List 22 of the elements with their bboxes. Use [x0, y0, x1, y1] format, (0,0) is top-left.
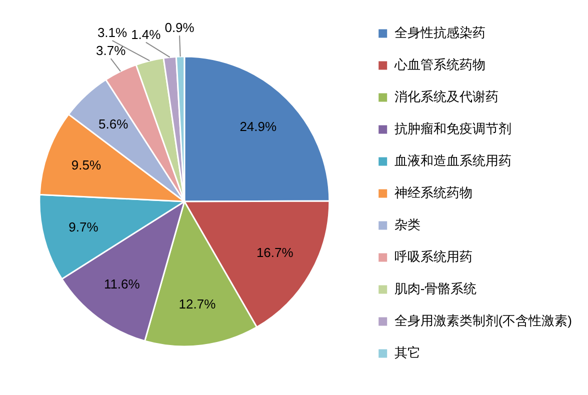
data-label: 1.4% — [131, 26, 162, 42]
legend-label: 消化系统及代谢药 — [394, 89, 498, 104]
legend-label: 全身用激素类制剂(不含性激素) — [394, 313, 572, 328]
legend-label: 心血管系统药物 — [393, 57, 486, 72]
data-label: 11.6% — [104, 276, 140, 292]
legend-label: 抗肿瘤和免疫调节剂 — [394, 121, 512, 136]
legend-label: 呼吸系统用药 — [394, 249, 472, 264]
legend-label: 全身性抗感染药 — [394, 25, 486, 40]
data-label: 12.7% — [178, 296, 216, 312]
data-label: 9.5% — [71, 158, 102, 173]
legend-label: 神经系统药物 — [394, 185, 472, 200]
data-label: 0.9% — [164, 20, 195, 36]
data-label: 9.7% — [68, 220, 99, 235]
data-label: 5.6% — [98, 116, 129, 132]
legend-label: 肌肉-骨骼系统 — [394, 281, 477, 296]
legend-label: 其它 — [394, 345, 420, 360]
data-label: 16.7% — [256, 245, 294, 260]
legend-label: 血液和造血系统用药 — [394, 153, 512, 168]
data-label: 3.7% — [96, 43, 126, 58]
data-label: 24.9% — [240, 119, 277, 134]
data-label: 3.1% — [97, 25, 128, 40]
legend-label: 杂类 — [394, 217, 420, 232]
